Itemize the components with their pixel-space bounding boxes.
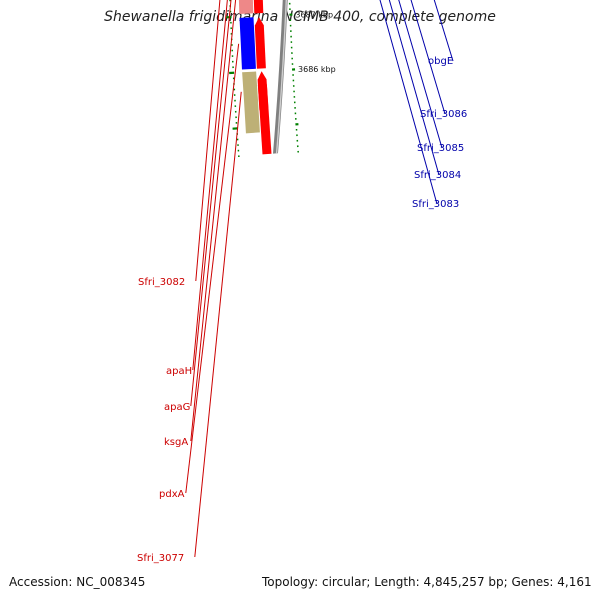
gene-label-sfri_3083: Sfri_3083: [412, 199, 459, 210]
gene-label-sfri_3082: Sfri_3082: [138, 277, 185, 288]
leader-sfri_3083: [379, 0, 438, 205]
cog-ring: [238, 0, 260, 134]
gene-label-sfri_3086: Sfri_3086: [420, 109, 467, 120]
leader-ksga: [190, 0, 237, 442]
gene-label-obge: obgE: [428, 56, 453, 67]
gene-label-sfri_3084: Sfri_3084: [414, 170, 461, 181]
leader-sfri_3085: [398, 0, 443, 149]
forward-gene-pdxa-arrow: [254, 17, 266, 69]
map-title: Shewanella frigidimarina NCIMB 400, comp…: [104, 9, 496, 25]
accession-text: Accession: NC_008345: [9, 575, 146, 589]
backbone-highlight: [275, 0, 287, 154]
forward-gene-ksga-arrow: [253, 0, 264, 14]
gene-label-pdxa: pdxA: [159, 489, 185, 500]
leader-sfri_3082: [195, 0, 221, 282]
gene-label-apag: apaG: [164, 402, 190, 413]
leader-apah: [192, 0, 228, 371]
cog-segment-sfri3077: [242, 71, 260, 134]
leader-sfri_3077: [194, 91, 242, 558]
gene-label-sfri_3077: Sfri_3077: [137, 553, 184, 564]
leader-obge: [433, 0, 454, 62]
cog-segment-pdxA: [239, 17, 256, 70]
leader-apag: [190, 0, 232, 407]
scale-label-3686: 3686 kbp: [298, 65, 336, 74]
scale-label-3687: 3687 kbp: [295, 10, 333, 19]
gene-label-apah: apaH: [166, 366, 192, 377]
gene-label-sfri_3085: Sfri_3085: [417, 143, 464, 154]
leader-sfri_3084: [388, 0, 440, 176]
leader-pdxa: [185, 43, 240, 494]
gene-label-ksga: ksgA: [164, 437, 188, 448]
backbone-ring: [272, 0, 288, 154]
cog-segment-ksgA: [238, 0, 254, 14]
forward-gene-sfri3077-arrow-extra: [257, 76, 272, 155]
leader-sfri_3086: [410, 0, 446, 115]
cds-ring: [253, 0, 272, 155]
labels-layer: 3695 kbp3694 kbp3693 kbp3692 kbp3691 kbp…: [137, 0, 467, 564]
topology-text: Topology: circular; Length: 4,845,257 bp…: [262, 575, 592, 589]
